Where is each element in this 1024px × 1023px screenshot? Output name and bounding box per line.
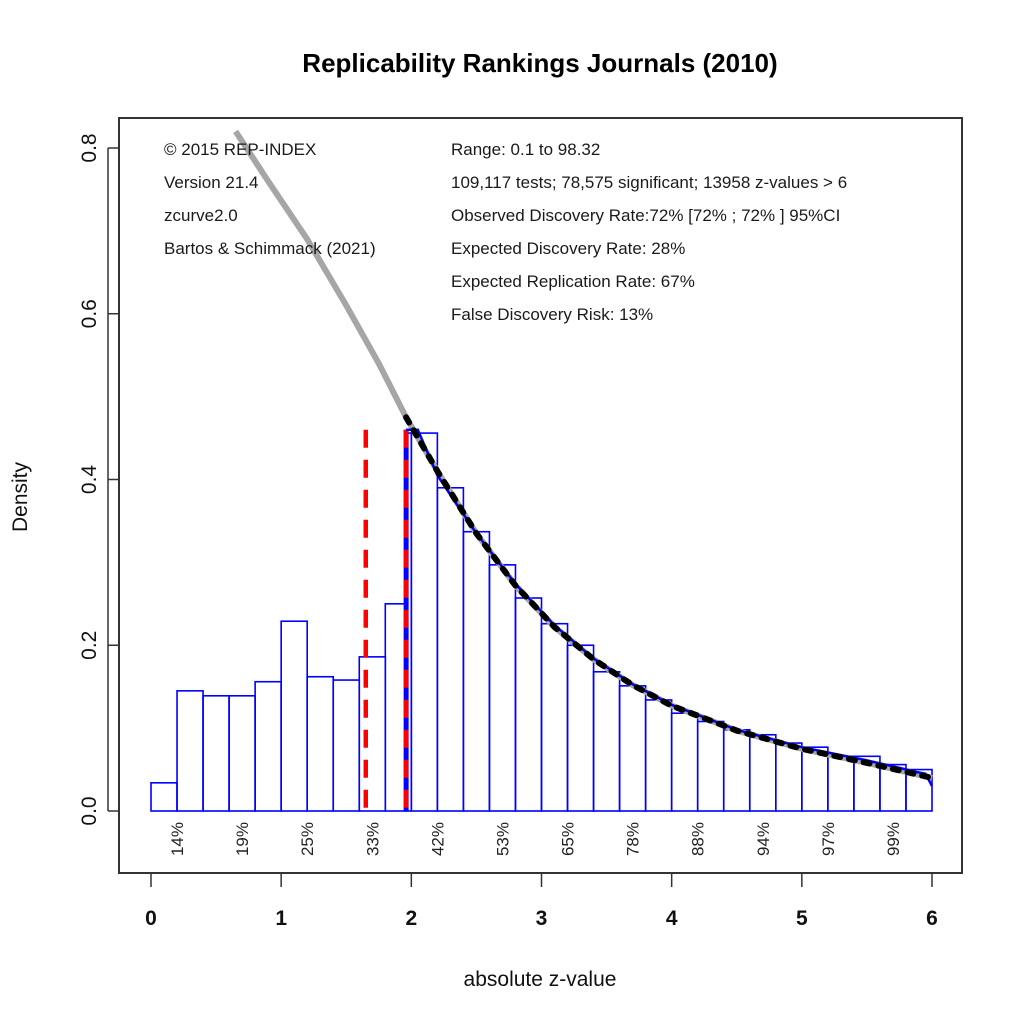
x-tick-label: 4 — [666, 907, 678, 930]
histogram-bar — [280, 620, 308, 812]
y-tick-label: 0.6 — [78, 299, 101, 328]
histogram-bar — [670, 712, 699, 812]
histogram-bar — [254, 680, 282, 812]
power-label: 14% — [168, 822, 187, 856]
x-tick-label: 3 — [536, 907, 548, 930]
power-label: 19% — [233, 822, 252, 856]
annotation-right-line: Expected Replication Rate: 67% — [451, 272, 695, 291]
y-axis: 0.0 0.2 0.4 0.6 0.8 — [78, 133, 119, 826]
power-label: 99% — [884, 822, 903, 856]
x-tick-label: 2 — [405, 907, 417, 930]
histogram-bar — [540, 622, 569, 812]
annotation-right-line: Range: 0.1 to 98.32 — [451, 140, 600, 159]
histogram-bars — [150, 432, 933, 812]
chart-title: Replicability Rankings Journals (2010) — [302, 48, 777, 78]
histogram-bar — [774, 742, 803, 812]
power-label: 53% — [493, 822, 512, 856]
power-label: 88% — [689, 822, 708, 856]
histogram-bar — [722, 728, 751, 812]
histogram-bar — [384, 603, 407, 812]
power-label: 78% — [624, 822, 643, 856]
histogram-bar — [462, 530, 491, 812]
histogram-bar — [696, 720, 725, 812]
histogram-bar — [488, 564, 517, 812]
y-tick-label: 0.0 — [78, 796, 101, 825]
power-label: 33% — [363, 822, 382, 856]
x-tick-label: 0 — [145, 907, 157, 930]
histogram-bar — [228, 695, 256, 812]
histogram-bar — [358, 656, 387, 812]
histogram-bar — [176, 690, 204, 812]
power-label: 25% — [298, 822, 317, 856]
annotation-right-line: 109,117 tests; 78,575 significant; 13958… — [451, 173, 847, 192]
power-labels: 14% 19% 25% 33% 42% 53% 65% 78% 88% 94% 97% 99% — [168, 822, 903, 856]
annotation-right-line: Observed Discovery Rate:72% [72% ; 72% ]… — [451, 206, 840, 225]
model-curves — [233, 129, 935, 787]
y-tick-label: 0.2 — [78, 631, 101, 660]
x-tick-label: 6 — [926, 907, 938, 930]
y-tick-label: 0.8 — [78, 133, 101, 162]
histogram-bar — [801, 746, 829, 812]
power-label: 42% — [428, 822, 447, 856]
histogram-bar — [332, 679, 361, 812]
density-estimate-line — [406, 428, 934, 787]
power-label: 94% — [754, 822, 773, 856]
annotations-right: Range: 0.1 to 98.32 109,117 tests; 78,575… — [451, 140, 847, 324]
zcurve-model-extrapolated-line — [233, 129, 933, 781]
x-tick-label: 1 — [275, 907, 287, 930]
x-axis-label: absolute z-value — [464, 968, 617, 991]
plot-frame — [118, 117, 963, 874]
histogram-bar — [202, 695, 230, 812]
annotation-left-line: Version 21.4 — [164, 173, 259, 192]
histogram-bar — [436, 486, 465, 812]
x-axis: 0 1 2 3 4 5 6 — [145, 873, 938, 930]
power-label: 65% — [559, 822, 578, 856]
histogram-bar — [618, 685, 647, 812]
histogram-bar — [644, 699, 673, 812]
annotation-right-line: False Discovery Risk: 13% — [451, 305, 653, 324]
histogram-bar — [748, 733, 777, 812]
annotation-right-line: Expected Discovery Rate: 28% — [451, 239, 685, 258]
histogram-bar — [306, 675, 335, 812]
histogram-bar — [827, 755, 855, 812]
histogram-bar — [592, 670, 621, 812]
annotation-left-line: Bartos & Schimmack (2021) — [164, 239, 376, 258]
histogram-bar — [905, 768, 933, 812]
annotation-left-line: © 2015 REP-INDEX — [164, 140, 316, 159]
annotation-left-line: zcurve2.0 — [164, 206, 238, 225]
x-tick-label: 5 — [796, 907, 808, 930]
histogram-bar — [566, 644, 595, 812]
histogram-bar — [150, 782, 178, 812]
histogram-bar — [410, 432, 439, 812]
annotations-left: © 2015 REP-INDEX Version 21.4 zcurve2.0 Bar… — [164, 140, 376, 258]
y-tick-label: 0.4 — [78, 465, 101, 495]
histogram-bar — [514, 597, 543, 812]
y-axis-label: Density — [9, 461, 32, 532]
zcurve-model-fit-line — [403, 414, 935, 781]
power-label: 97% — [819, 822, 838, 856]
threshold-lines — [363, 429, 409, 811]
